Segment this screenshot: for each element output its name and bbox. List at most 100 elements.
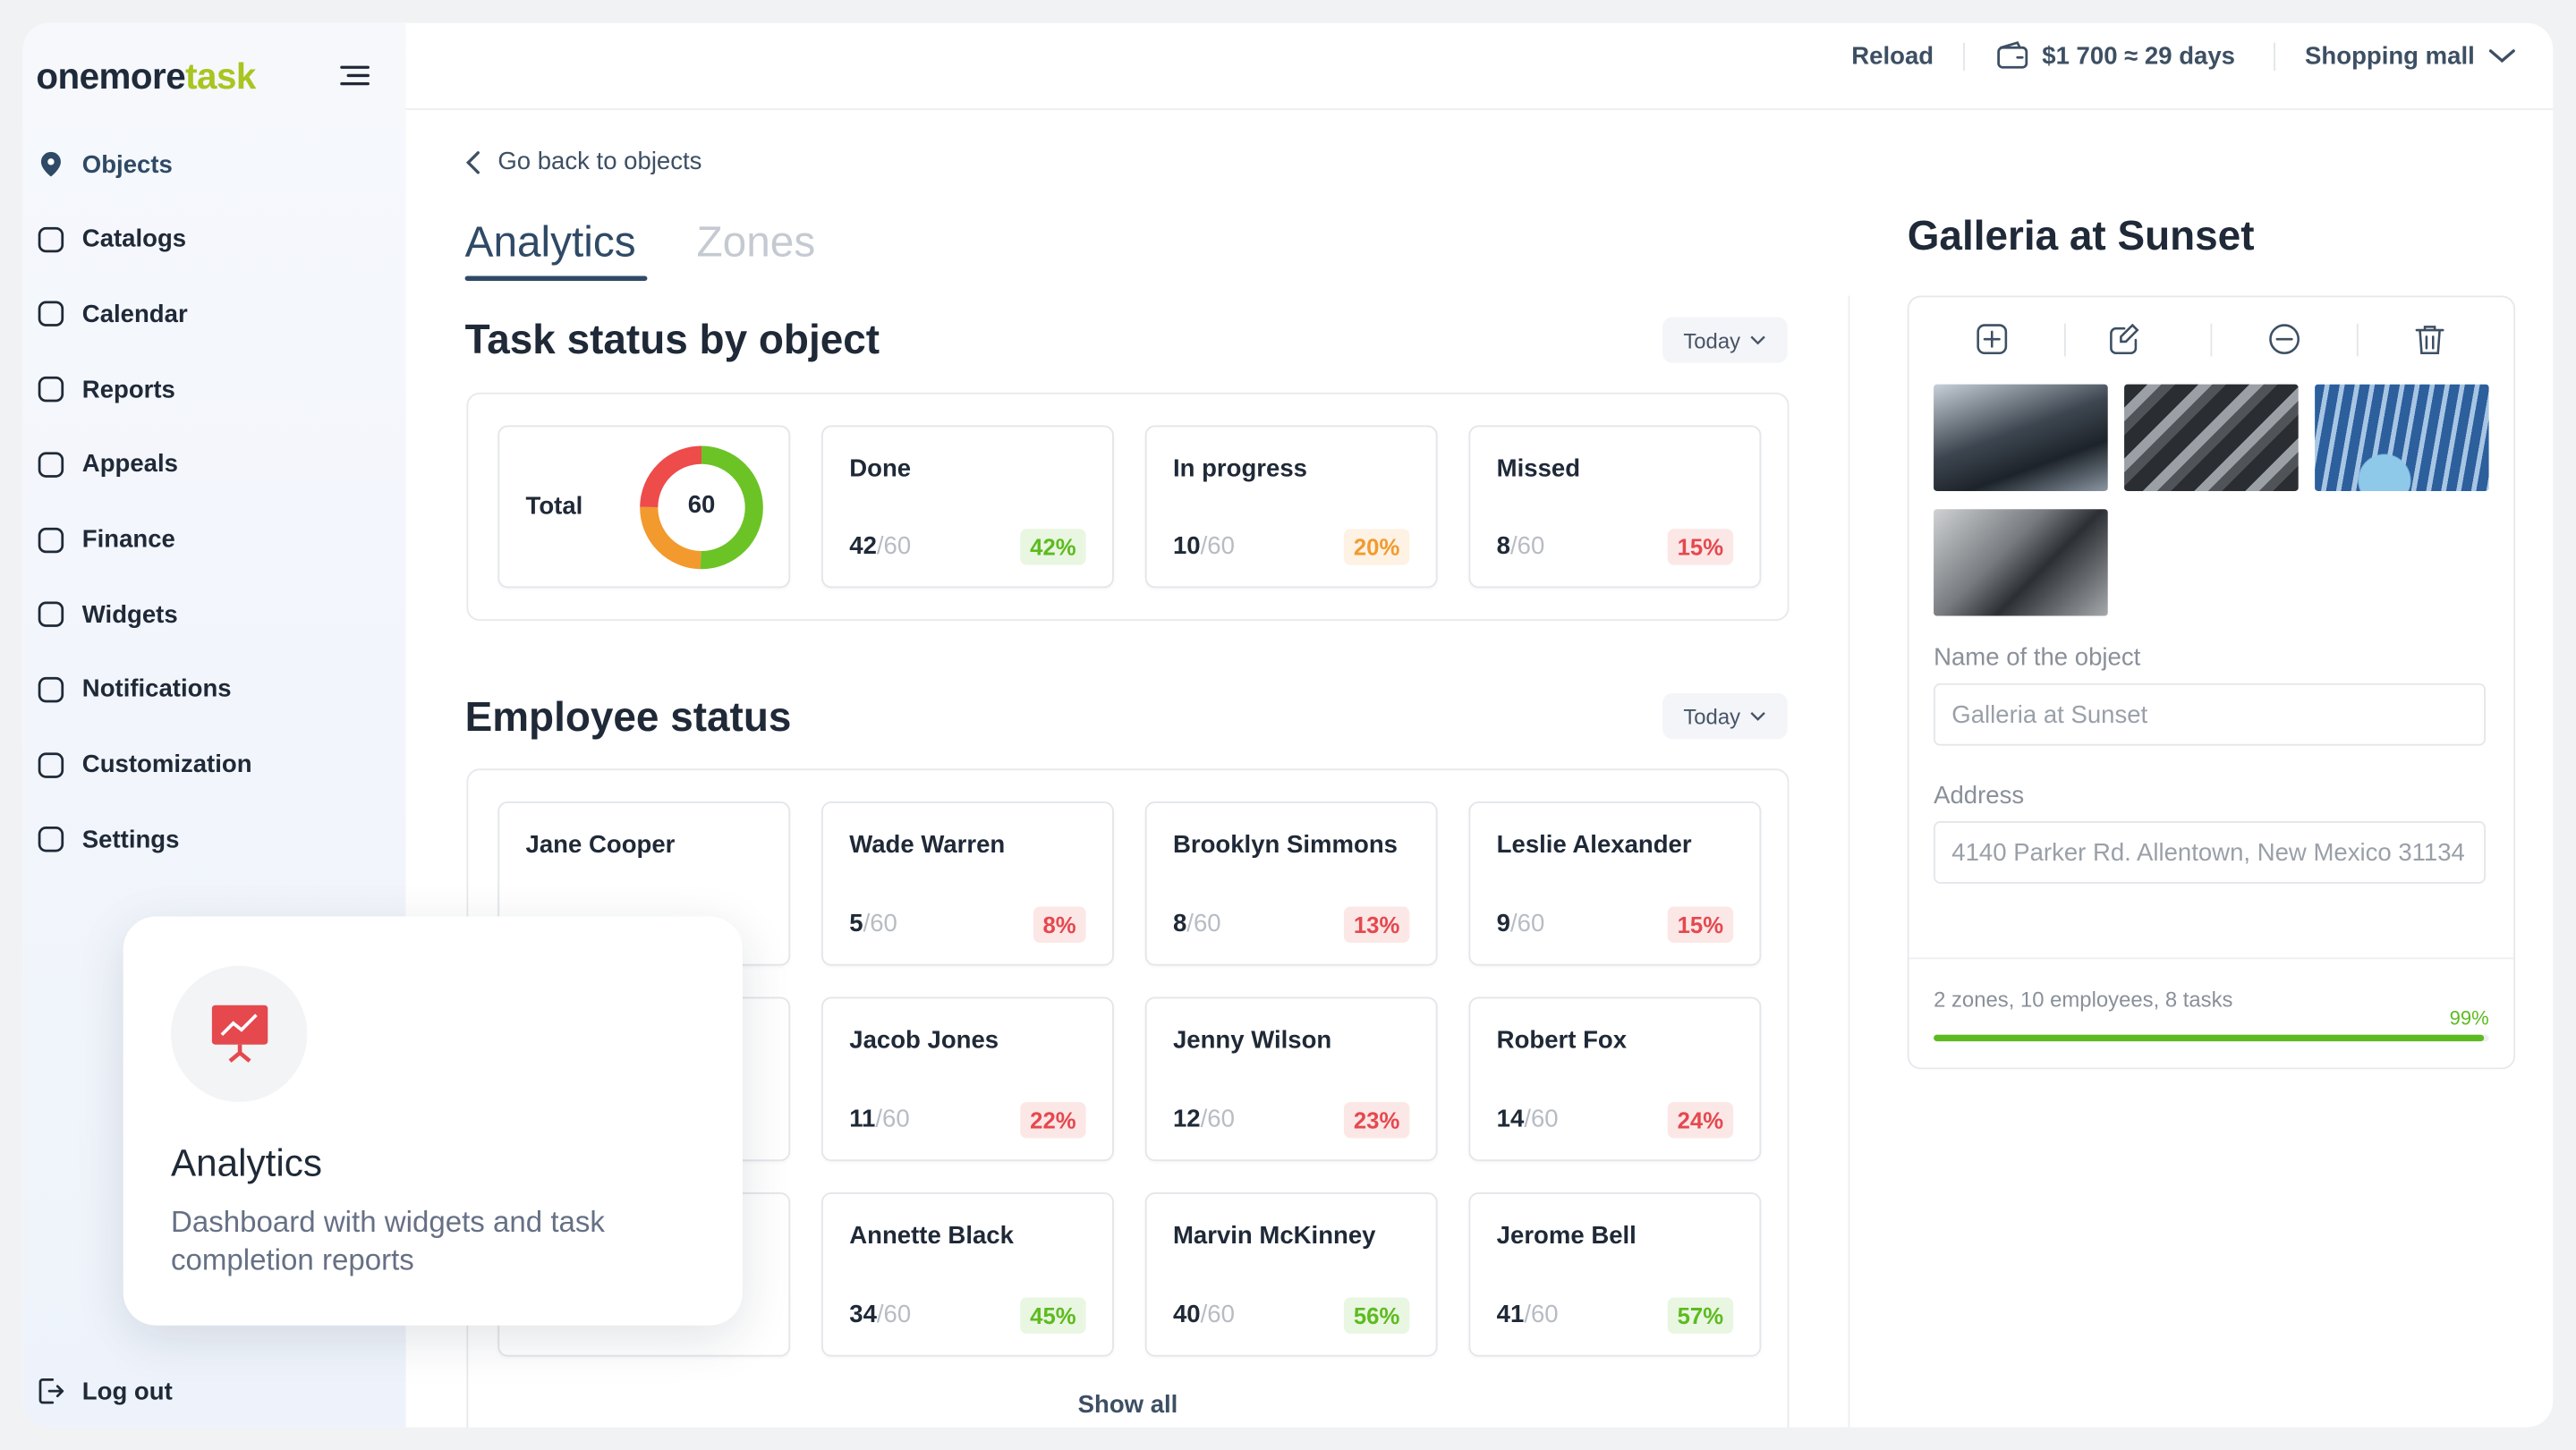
object-title: Galleria at Sunset — [1907, 213, 2255, 260]
menu-toggle[interactable] — [338, 63, 371, 89]
popup-title: Analytics — [170, 1141, 322, 1184]
tab-active[interactable]: Analytics — [464, 216, 636, 267]
count-value: 14 — [1496, 1105, 1525, 1133]
employee-card[interactable]: Annette Black 34/60 45% — [821, 1192, 1114, 1357]
nav-label: Appeals — [81, 450, 178, 479]
count: 12/60 — [1173, 1106, 1235, 1133]
count: 10/60 — [1173, 532, 1235, 560]
nav-item[interactable]: Notifications — [36, 670, 232, 709]
nav-label: Settings — [81, 826, 180, 854]
chevron — [2489, 49, 2516, 64]
percent-badge: 24% — [1667, 1102, 1734, 1139]
employee-card[interactable]: Jenny Wilson 12/60 23% — [1144, 996, 1438, 1162]
employee-card[interactable]: Jacob Jones 11/60 22% — [821, 996, 1114, 1162]
nav-item[interactable]: Customization — [36, 745, 252, 784]
percent-badge: 56% — [1343, 1297, 1410, 1334]
count-value: 9 — [1496, 910, 1511, 938]
nav-item[interactable]: Widgets — [36, 595, 178, 634]
header: Reload $1 700 ≈ 29 days Shopping mall — [405, 23, 2554, 111]
reload-label: Reload — [1851, 41, 1934, 71]
count: 9/60 — [1497, 910, 1545, 937]
divider — [1848, 295, 1850, 1428]
chevron — [1751, 712, 1766, 721]
count: 5/60 — [849, 910, 897, 937]
tab-underline — [464, 276, 648, 281]
count-value: 12 — [1172, 1105, 1201, 1133]
employee-card[interactable]: Marvin McKinney 40/60 56% — [1144, 1192, 1438, 1357]
nav-item[interactable]: Reports — [36, 369, 175, 409]
filter-dropdown[interactable]: Today — [1662, 692, 1788, 740]
field-label: Address — [1934, 781, 2025, 810]
nav-item[interactable]: Objects — [36, 145, 173, 184]
summary: 2 zones, 10 employees, 8 tasks — [1934, 987, 2233, 1013]
nav-icon — [38, 452, 64, 478]
divider — [1909, 957, 2514, 960]
logout-label: Log out — [81, 1377, 173, 1405]
logo-part: onemore — [36, 55, 186, 98]
count-value: 42 — [849, 531, 877, 561]
progress-track — [1934, 1034, 2489, 1042]
photo[interactable] — [2315, 384, 2489, 491]
nav-icon — [38, 301, 64, 327]
nav-label: Finance — [81, 525, 175, 554]
show-all[interactable]: Show all — [1077, 1391, 1178, 1420]
chevron — [1751, 335, 1766, 345]
photo[interactable] — [2124, 384, 2299, 491]
employee-name: Robert Fox — [1496, 1026, 1628, 1055]
photo[interactable] — [1934, 509, 2108, 616]
count: 41/60 — [1497, 1301, 1559, 1328]
nav-item[interactable]: Appeals — [36, 445, 178, 484]
nav-item[interactable]: Finance — [36, 520, 175, 559]
employee-card[interactable]: Jerome Bell 41/60 57% — [1468, 1192, 1762, 1357]
employee-card[interactable]: Brooklyn Simmons 8/60 13% — [1144, 801, 1438, 966]
count-value: 34 — [849, 1301, 877, 1329]
count-value: 5 — [849, 910, 863, 938]
section-title: Task status by object — [464, 317, 880, 363]
location-select[interactable]: Shopping mall — [2305, 39, 2517, 72]
nav-icon — [38, 676, 64, 703]
text-input[interactable]: 4140 Parker Rd. Allentown, New Mexico 31… — [1934, 821, 2487, 884]
nav-icon — [38, 751, 64, 778]
nav-item[interactable]: Calendar — [36, 294, 188, 334]
count: 8/60 — [1173, 910, 1221, 937]
employee-card[interactable]: Leslie Alexander 9/60 15% — [1468, 801, 1762, 966]
employee-card[interactable]: Wade Warren 5/60 8% — [821, 801, 1114, 966]
back-link[interactable]: Go back to objects — [463, 148, 701, 175]
count-value: 11 — [849, 1105, 876, 1133]
count-value: 10 — [1172, 531, 1201, 561]
nav-item[interactable]: Settings — [36, 820, 179, 860]
logout[interactable]: Log out — [36, 1371, 173, 1411]
count-total: /60 — [876, 531, 912, 561]
count-total: /60 — [1510, 910, 1545, 938]
count-total: /60 — [863, 910, 897, 938]
back-chevron — [465, 150, 480, 174]
count-value: 41 — [1496, 1301, 1525, 1329]
status-label: Missed — [1496, 454, 1581, 483]
employee-name: Annette Black — [849, 1222, 1014, 1251]
progress-label: 99% — [2449, 1006, 2489, 1030]
tab[interactable]: Zones — [696, 216, 816, 267]
reload[interactable]: Reload — [1851, 39, 1934, 72]
employee-name: Leslie Alexander — [1496, 831, 1692, 860]
status-card: In progress 10/60 20% — [1144, 425, 1438, 589]
progress-bar — [1934, 1034, 2484, 1042]
count: 34/60 — [849, 1301, 911, 1328]
count: 14/60 — [1497, 1106, 1559, 1133]
photo[interactable] — [1934, 384, 2108, 491]
employee-name: Jerome Bell — [1496, 1222, 1637, 1251]
nav-item[interactable]: Catalogs — [36, 219, 186, 259]
logo[interactable]: onemoretask — [36, 55, 256, 98]
balance[interactable]: $1 700 ≈ 29 days — [1996, 39, 2235, 72]
count-total: /60 — [1200, 1105, 1235, 1133]
percent-badge: 8% — [1033, 906, 1086, 943]
filter-dropdown[interactable]: Today — [1662, 317, 1788, 363]
employee-card[interactable]: Robert Fox 14/60 24% — [1468, 996, 1762, 1162]
total-card: Total 60 — [497, 425, 791, 589]
section-title: Employee status — [464, 694, 792, 742]
object-card: Name of the object Galleria at Sunset Ad… — [1907, 295, 2516, 1070]
employee-name: Marvin McKinney — [1172, 1222, 1376, 1251]
text-input[interactable]: Galleria at Sunset — [1934, 683, 2487, 746]
employee-name: Jacob Jones — [849, 1026, 999, 1055]
